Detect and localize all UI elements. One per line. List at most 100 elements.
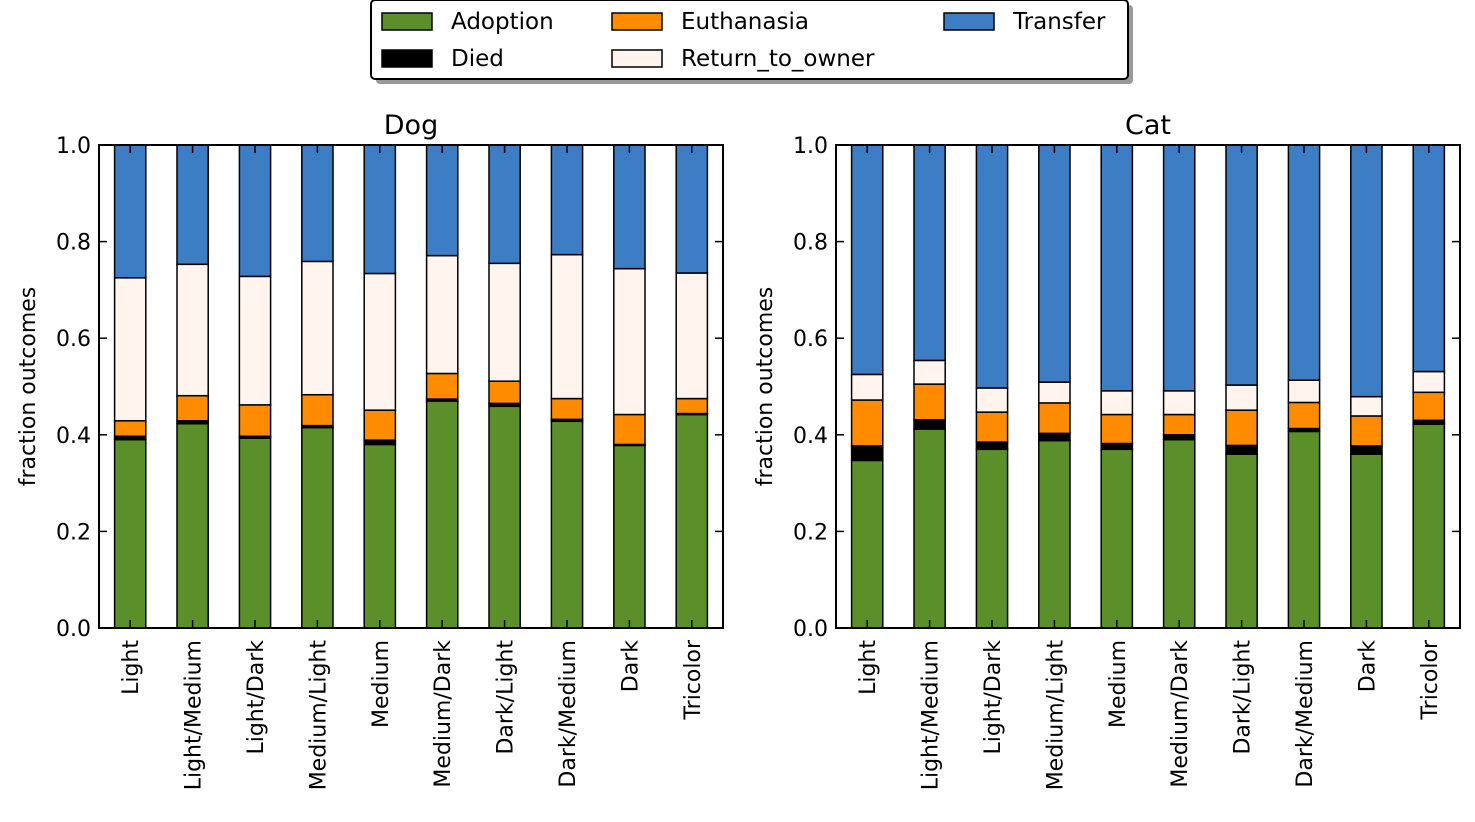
x-tick-label-light-dark: Light/Dark [981,640,1006,755]
bar-tricolor-adoption [675,413,709,629]
y-tick-label: 0.8 [56,231,91,256]
bar-light-euthanasia [850,399,884,447]
bar-medium-return-to-owner [1100,390,1134,416]
bar-tricolor-euthanasia [675,397,709,415]
bar-medium-adoption [363,443,397,629]
y-tick-label: 0.0 [56,617,91,642]
bar-light-medium-euthanasia [176,394,209,422]
bar-dark-medium-adoption [550,420,584,629]
x-tick-label-dark-light: Dark/Light [1231,640,1256,755]
bar-dark-euthanasia [613,413,646,446]
bar-light-medium-died [913,419,946,430]
bar-medium-dark-euthanasia [1162,413,1196,436]
bar-dark-medium-return-to-owner [1287,379,1321,404]
bar-dark-light-transfer [488,144,521,265]
bar-medium-dark-transfer [1162,144,1196,392]
bar-medium-light-transfer [301,144,334,263]
legend-swatch-euthanasia [611,12,663,31]
bar-dark-return-to-owner [613,267,646,416]
y-tick-label: 0.8 [793,231,828,256]
x-tick-label-medium-dark: Medium/Dark [431,640,456,788]
legend-label-transfer: Transfer [1012,9,1106,35]
legend-swatch-adoption [381,12,433,31]
bar-dark-died [1350,445,1383,455]
bar-light-dark-transfer [238,144,272,278]
bar-light-medium-transfer [913,144,946,362]
bar-dark-light-died [1225,444,1258,455]
x-tick-label-medium-dark: Medium/Dark [1168,640,1193,788]
bar-dark-light-adoption [488,405,521,629]
y-tick-label: 0.6 [56,327,91,352]
bar-light-dark-transfer [975,144,1009,389]
bar-light-medium-transfer [176,144,209,266]
bar-light-dark-euthanasia [975,411,1009,443]
y-tick-label: 0.0 [793,617,828,642]
bar-medium-light-return-to-owner [301,260,334,396]
bar-medium-light-return-to-owner [1038,381,1071,404]
x-tick-label-dark-medium: Dark/Medium [556,640,581,788]
bar-medium-euthanasia [1100,413,1134,445]
bar-light-dark-return-to-owner [975,387,1009,413]
legend-swatch-died [381,49,433,68]
y-tick-label: 0.4 [56,424,91,449]
plot-frame [98,144,724,629]
x-tick-label-medium-light: Medium/Light [1043,640,1068,791]
bar-dark-light-adoption [1225,453,1258,629]
bar-light-dark-died [975,441,1009,451]
legend-swatch-transfer [943,12,995,31]
y-axis-label: fraction outcomes [16,287,41,487]
bar-tricolor-transfer [1412,144,1446,373]
x-tick-label-dark: Dark [1355,640,1380,692]
bar-medium-light-transfer [1038,144,1071,383]
y-tick-label: 1.0 [56,134,91,159]
bar-tricolor-return-to-owner [1412,370,1446,394]
bar-medium-dark-return-to-owner [425,254,459,375]
x-tick-label-tricolor: Tricolor [1418,639,1443,720]
legend-label-adoption: Adoption [451,9,554,35]
bar-dark-adoption [613,444,646,629]
bar-tricolor-transfer [675,144,709,274]
bar-dark-light-euthanasia [488,380,521,405]
bar-light-medium-adoption [913,428,946,629]
bar-dark-adoption [1350,453,1383,629]
bar-light-transfer [113,144,147,279]
y-tick-label: 0.2 [56,520,91,545]
chart-title: Dog [384,110,438,141]
bar-medium-dark-euthanasia [425,372,459,400]
bar-medium-return-to-owner [363,272,397,411]
bar-medium-dark-adoption [425,400,459,629]
chart-title: Cat [1125,110,1171,141]
y-tick-label: 0.2 [793,520,828,545]
chart-dog: 0.0 0.2 0.4 0.6 0.8 1.0 Light Light/Medium Light… [16,110,724,790]
bar-light-euthanasia [113,420,147,438]
legend: Adoption Died Euthanasia Return_to_owner Tra… [370,0,1133,84]
bar-light-dark-adoption [238,437,272,629]
bar-tricolor-euthanasia [1412,391,1446,422]
chart-cat: 0.0 0.2 0.4 0.6 0.8 1.0 Light Light/Medium Light… [753,110,1461,791]
bar-light-dark-adoption [975,448,1009,629]
x-tick-label-light-medium: Light/Medium [182,640,207,790]
y-tick-label: 0.6 [793,327,828,352]
bar-medium-light-adoption [301,426,334,629]
bar-dark-light-transfer [1225,144,1258,386]
y-tick-label: 1.0 [793,134,828,159]
bar-medium-adoption [1100,448,1134,629]
bar-medium-dark-transfer [425,144,459,257]
bar-dark-medium-transfer [1287,144,1321,381]
bar-dark-transfer [613,144,646,270]
bar-medium-died [1100,442,1134,451]
bar-dark-transfer [1350,144,1383,398]
bar-dark-return-to-owner [1350,395,1383,417]
legend-label-died: Died [451,46,504,72]
y-axis-label: fraction outcomes [753,287,778,487]
bar-medium-light-died [1038,432,1071,442]
bar-dark-medium-transfer [550,144,584,256]
bar-medium-light-adoption [1038,439,1071,629]
bar-light-return-to-owner [113,277,147,422]
bar-light-dark-euthanasia [238,404,272,438]
bar-light-dark-return-to-owner [238,275,272,406]
bar-medium-light-euthanasia [1038,402,1071,435]
x-tick-label-dark-medium: Dark/Medium [1293,640,1318,788]
bar-medium-light-euthanasia [301,393,334,427]
